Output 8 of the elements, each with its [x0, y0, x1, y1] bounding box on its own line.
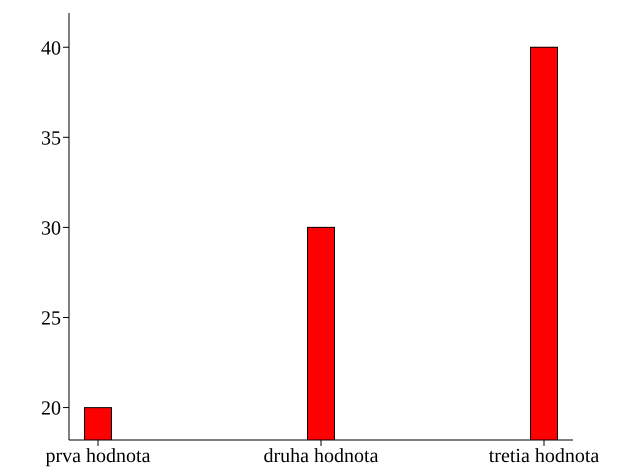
- y-tick-label: 40: [41, 37, 61, 60]
- x-tick-label: druha hodnota: [264, 445, 379, 468]
- y-tick-label: 25: [41, 308, 61, 330]
- x-tick-label: prva hodnota: [46, 445, 151, 468]
- y-tick-label: 35: [41, 127, 61, 150]
- x-tick-label: tretia hodnota: [488, 445, 600, 468]
- y-tick-label: 30: [41, 218, 61, 240]
- y-tick-label: 20: [41, 398, 61, 420]
